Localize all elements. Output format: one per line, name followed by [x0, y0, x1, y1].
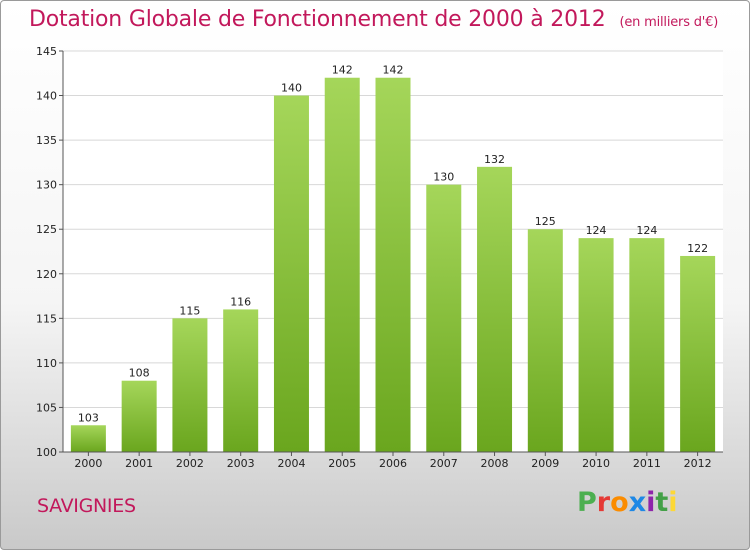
bar-value-label: 115: [179, 304, 200, 317]
x-tick-label: 2003: [227, 457, 255, 470]
bar: [324, 77, 360, 452]
logo-letter: i: [646, 487, 656, 518]
bar: [477, 166, 513, 452]
logo-letter: i: [668, 487, 678, 518]
bar-value-label: 130: [433, 171, 454, 184]
chart-unit: (en milliers d'€): [619, 15, 719, 30]
bar-value-label: 140: [281, 82, 302, 95]
chart-title-text: Dotation Globale de Fonctionnement de 20…: [29, 7, 606, 32]
bar: [578, 238, 614, 452]
logo-letter: x: [628, 487, 647, 518]
bar: [70, 425, 106, 452]
bar-value-label: 103: [78, 411, 99, 424]
chart-title: Dotation Globale de Fonctionnement de 20…: [29, 7, 718, 32]
y-tick-label: 145: [36, 45, 57, 58]
logo-letter: P: [577, 487, 597, 518]
bar-value-label: 124: [636, 224, 657, 237]
bar-value-label: 108: [129, 367, 150, 380]
x-tick-label: 2009: [531, 457, 559, 470]
bar: [223, 309, 259, 452]
y-tick-label: 130: [36, 179, 57, 192]
bar: [629, 238, 665, 452]
bar-value-label: 124: [586, 224, 607, 237]
x-tick-label: 2000: [74, 457, 102, 470]
logo-letter: r: [596, 487, 611, 518]
bar-value-label: 125: [535, 215, 556, 228]
bar: [273, 95, 309, 453]
x-tick-label: 2002: [176, 457, 204, 470]
proxiti-logo: Proxiti: [577, 487, 678, 518]
y-tick-label: 140: [36, 90, 57, 103]
bar: [426, 184, 462, 452]
bars: 103 108 115 116 140 142 142 130 132 125 124 124 122: [70, 64, 716, 453]
bar-value-label: 116: [230, 295, 251, 308]
x-tick-label: 2006: [379, 457, 407, 470]
bar-value-label: 142: [383, 64, 404, 77]
bar-value-label: 142: [332, 64, 353, 77]
y-tick-label: 135: [36, 134, 57, 147]
logo-letter: t: [655, 487, 669, 518]
x-axis-ticks: 2000 2001 2002 2003 2004 2005 2006 2007 2008 2009…: [74, 452, 712, 470]
y-tick-label: 115: [36, 312, 57, 325]
bar: [375, 77, 411, 452]
x-tick-label: 2004: [277, 457, 305, 470]
x-tick-label: 2007: [430, 457, 458, 470]
y-tick-label: 110: [36, 357, 57, 370]
x-tick-label: 2010: [582, 457, 610, 470]
y-tick-label: 100: [36, 446, 57, 459]
place-name: SAVIGNIES: [37, 495, 136, 517]
y-tick-label: 120: [36, 268, 57, 281]
x-tick-label: 2011: [633, 457, 661, 470]
x-tick-label: 2005: [328, 457, 356, 470]
y-tick-label: 105: [36, 401, 57, 414]
bar-value-label: 132: [484, 153, 505, 166]
bar: [121, 380, 157, 452]
bar-value-label: 122: [687, 242, 708, 255]
y-tick-label: 125: [36, 223, 57, 236]
x-tick-label: 2001: [125, 457, 153, 470]
logo-letter: o: [610, 487, 629, 518]
x-tick-label: 2008: [481, 457, 509, 470]
bar: [680, 255, 716, 452]
bar: [527, 229, 563, 452]
y-axis-ticks: 100 105 110 115 120 125 130 135 140 145: [36, 45, 63, 459]
bar: [172, 318, 208, 452]
x-tick-label: 2012: [684, 457, 712, 470]
